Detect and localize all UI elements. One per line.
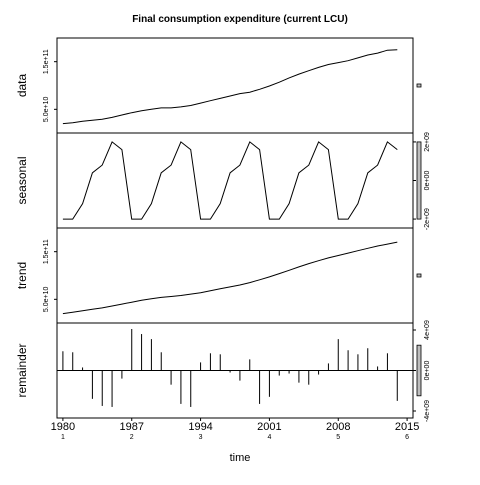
series-line-seasonal	[62, 141, 398, 220]
panel-frame-seasonal	[56, 132, 414, 229]
cycle-label: 1	[61, 434, 65, 441]
cycle-label: 2	[130, 434, 134, 441]
y-tick-label-seasonal: 2e+09	[424, 132, 431, 152]
panel-frame-data	[56, 37, 414, 134]
cycle-label: 3	[199, 434, 203, 441]
x-tick-label: 2001	[257, 421, 281, 433]
panel-ylabel-remainder: remainder	[15, 343, 29, 397]
range-bar-trend	[416, 273, 422, 278]
y-tick-label-trend: 1.5e+11	[43, 239, 50, 264]
x-axis-label: time	[230, 452, 251, 464]
cycle-label: 5	[336, 434, 340, 441]
y-tick-label-remainder: -4e+09	[424, 400, 431, 422]
panel-frame-trend	[56, 227, 414, 324]
y-tick-label-seasonal: 0e+00	[424, 171, 431, 191]
cycle-label: 6	[405, 434, 409, 441]
range-bar-data	[416, 83, 422, 88]
y-tick-label-data: 5.0e+10	[43, 96, 50, 122]
panel-ylabel-seasonal: seasonal	[15, 156, 29, 204]
y-tick-label-remainder: 4e+09	[424, 320, 431, 340]
x-tick-label: 1980	[51, 421, 75, 433]
y-tick-label-data: 1.5e+11	[43, 49, 50, 74]
y-tick-label-trend: 5.0e+10	[43, 286, 50, 312]
x-tick-label: 2015	[395, 421, 419, 433]
range-bar-remainder	[416, 344, 422, 397]
cycle-label: 4	[267, 434, 271, 441]
series-line-trend	[62, 241, 398, 315]
x-tick-label: 1987	[119, 421, 143, 433]
x-tick-label: 1994	[188, 421, 212, 433]
panel-ylabel-data: data	[15, 73, 29, 97]
y-tick-label-remainder: 0e+00	[424, 361, 431, 381]
chart-title: Final consumption expenditure (current L…	[132, 14, 348, 25]
panels-group: data 5.0e+10 1.5e+11 seasonal -2e+09 0e+00 2e+…	[15, 37, 431, 441]
series-line-data	[62, 49, 398, 125]
y-tick-label-seasonal: -2e+09	[424, 208, 431, 230]
x-tick-label: 2008	[326, 421, 350, 433]
panel-ylabel-trend: trend	[15, 262, 29, 289]
range-bar-seasonal	[416, 141, 422, 220]
